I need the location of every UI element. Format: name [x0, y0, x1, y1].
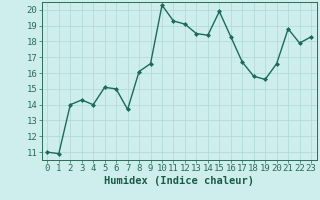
X-axis label: Humidex (Indice chaleur): Humidex (Indice chaleur) [104, 176, 254, 186]
